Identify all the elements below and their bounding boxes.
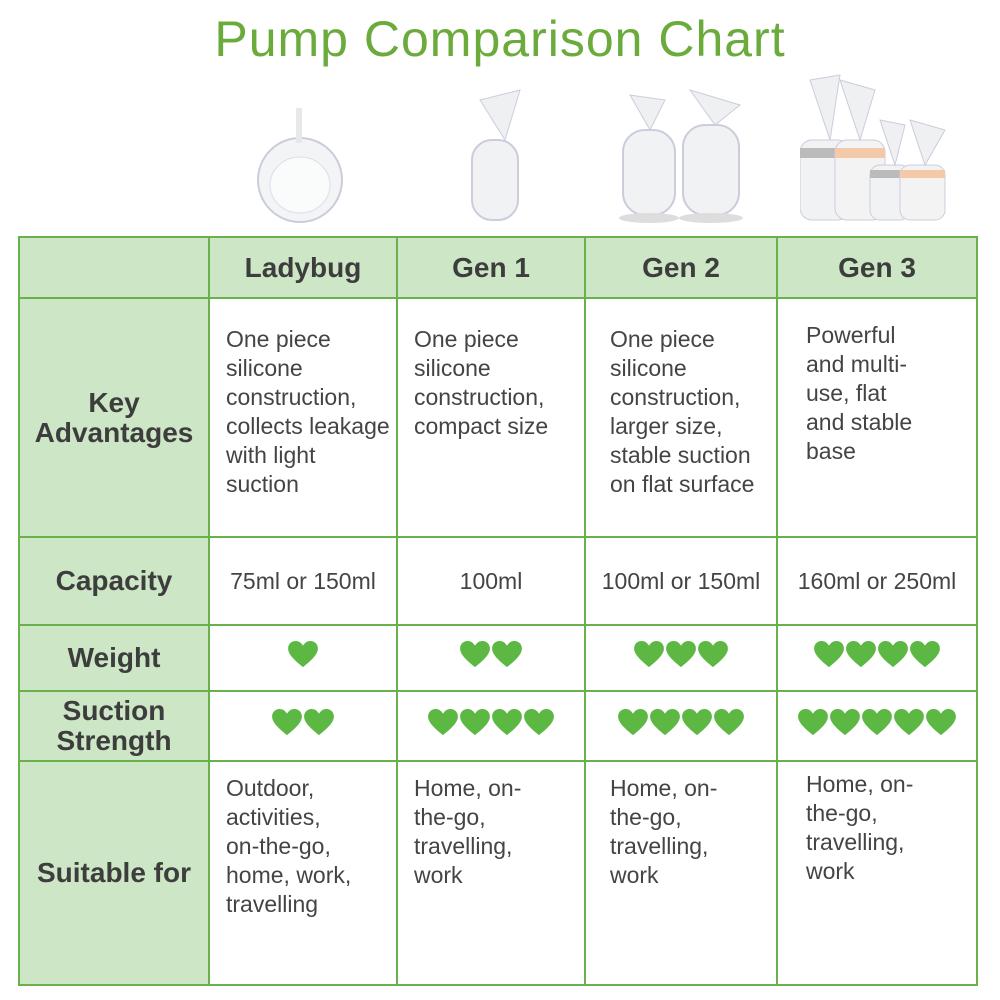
heart-icon xyxy=(428,709,458,736)
heart-icon xyxy=(272,709,302,736)
heart-icon xyxy=(288,641,318,668)
table-row: Suction Strength xyxy=(18,690,978,762)
heart-icon xyxy=(894,709,924,736)
heart-icon xyxy=(634,641,664,668)
table-row: Weight xyxy=(18,624,978,692)
column-header: Gen 2 xyxy=(584,236,778,299)
heart-icon xyxy=(666,641,696,668)
row-header: Key Advantages xyxy=(18,297,210,538)
heart-icon xyxy=(492,641,522,668)
column-header: Ladybug xyxy=(208,236,398,299)
table-cell: Home, on-the-go, travelling, work xyxy=(776,760,978,986)
row-header: Suction Strength xyxy=(18,690,210,762)
heart-icon xyxy=(798,709,828,736)
heart-icon xyxy=(460,641,490,668)
heart-icon xyxy=(650,709,680,736)
heart-icon xyxy=(304,709,334,736)
table-cell: One piece silicone construction, collect… xyxy=(208,297,398,538)
heart-icon xyxy=(618,709,648,736)
hearts-cell xyxy=(584,690,778,762)
column-header: Gen 3 xyxy=(776,236,978,299)
table-row: Key Advantages One piece silicone constr… xyxy=(18,297,978,538)
hearts-cell xyxy=(396,690,586,762)
ladybug-product-image xyxy=(257,108,343,223)
corner-cell xyxy=(18,236,210,299)
heart-icon xyxy=(714,709,744,736)
hearts-cell xyxy=(776,690,978,762)
heart-icon xyxy=(830,709,860,736)
heart-icon xyxy=(814,641,844,668)
heart-icon xyxy=(862,709,892,736)
table-cell: One piece silicone construction, larger … xyxy=(584,297,778,538)
table-cell: 100ml xyxy=(396,536,586,626)
table-cell: 100ml or 150ml xyxy=(584,536,778,626)
table-cell: Home, on-the-go, travelling, work xyxy=(584,760,778,986)
row-header: Capacity xyxy=(18,536,210,626)
heart-icon xyxy=(682,709,712,736)
table-cell: Powerful and multi-use, flat and stable … xyxy=(776,297,978,538)
row-header: Weight xyxy=(18,624,210,692)
hearts-cell xyxy=(584,624,778,692)
table-row: Suitable for Outdoor, activities, on-the… xyxy=(18,760,978,986)
comparison-table: Ladybug Gen 1 Gen 2 Gen 3 Key Advantages… xyxy=(18,236,978,986)
gen3-product-image xyxy=(800,74,946,221)
hearts-cell xyxy=(396,624,586,692)
heart-icon xyxy=(910,641,940,668)
table-cell: Home, on-the-go, travelling, work xyxy=(396,760,586,986)
heart-icon xyxy=(926,709,956,736)
heart-icon xyxy=(524,709,554,736)
hearts-cell xyxy=(776,624,978,692)
heart-icon xyxy=(846,641,876,668)
gen2-product-image xyxy=(619,89,743,223)
page-title: Pump Comparison Chart xyxy=(214,11,786,67)
table-cell: Outdoor, activities, on-the-go, home, wo… xyxy=(208,760,398,986)
row-header: Suitable for xyxy=(18,760,210,986)
table-cell: 75ml or 150ml xyxy=(208,536,398,626)
gen1-product-image xyxy=(471,89,521,221)
table-cell: 160ml or 250ml xyxy=(776,536,978,626)
column-header: Gen 1 xyxy=(396,236,586,299)
header-row: Ladybug Gen 1 Gen 2 Gen 3 xyxy=(18,236,978,299)
hearts-cell xyxy=(208,624,398,692)
table-cell: One piece silicone construction, compact… xyxy=(396,297,586,538)
table-row: Capacity 75ml or 150ml 100ml 100ml or 15… xyxy=(18,536,978,626)
heart-icon xyxy=(492,709,522,736)
heart-icon xyxy=(878,641,908,668)
heart-icon xyxy=(698,641,728,668)
heart-icon xyxy=(460,709,490,736)
hearts-cell xyxy=(208,690,398,762)
